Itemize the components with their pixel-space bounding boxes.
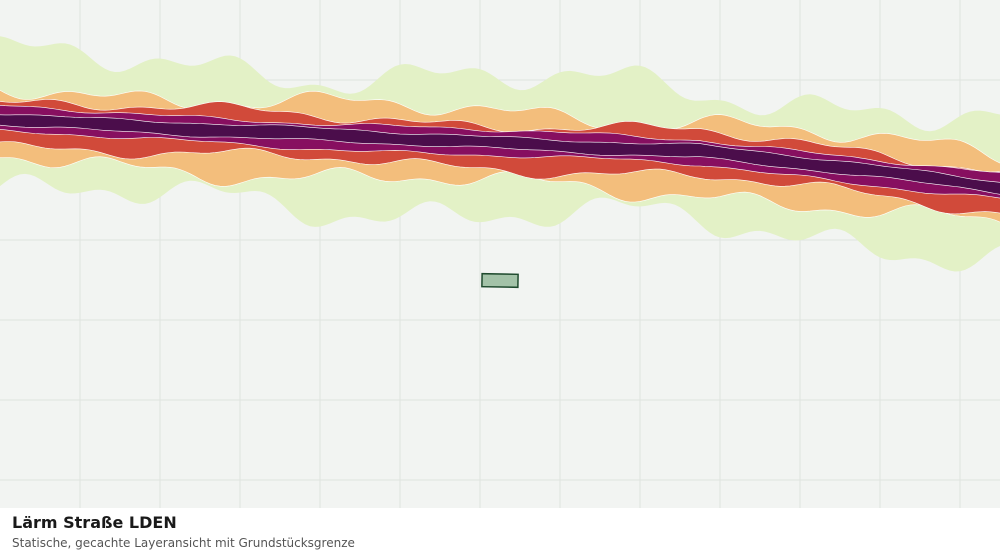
noise-band (0, 114, 1000, 195)
subtitle: Statische, gecachte Layeransicht mit Gru… (12, 536, 355, 550)
title: Lärm Straße LDEN (12, 513, 177, 532)
caption: Lärm Straße LDEN Statische, gecachte Lay… (0, 508, 1000, 560)
noise-layer (0, 36, 1000, 272)
parcel-boundary (481, 272, 519, 289)
map (0, 0, 1000, 508)
